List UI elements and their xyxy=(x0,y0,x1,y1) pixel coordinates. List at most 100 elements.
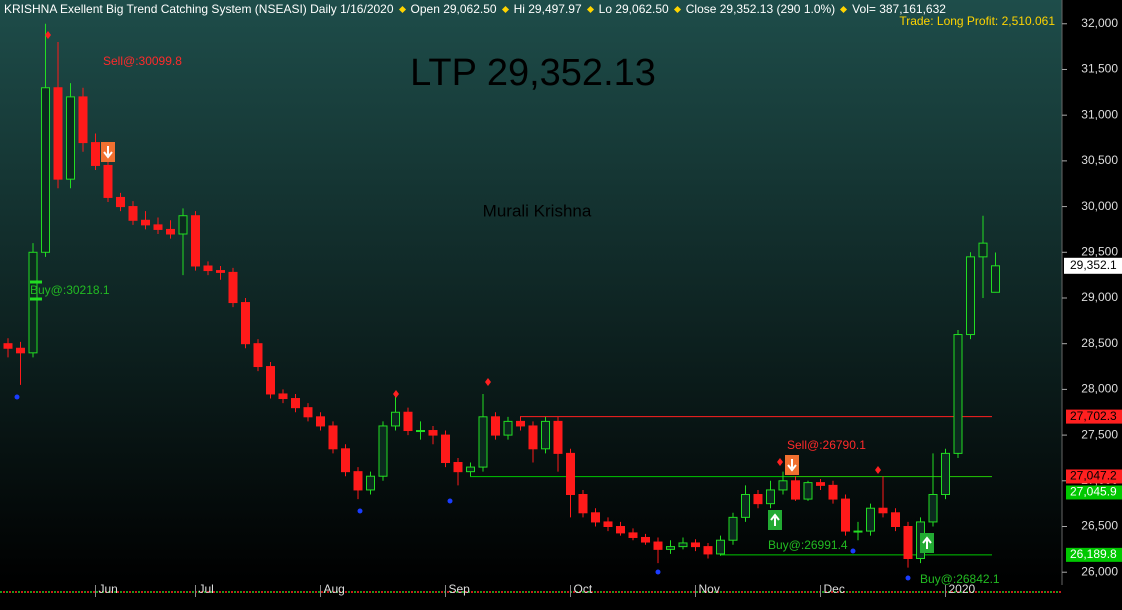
level-label: 27,702.3 xyxy=(1070,409,1117,423)
candle-body xyxy=(116,196,125,208)
separator xyxy=(501,5,509,13)
candle-body xyxy=(266,366,275,395)
candle-body xyxy=(978,242,988,258)
candle-body xyxy=(91,142,100,166)
candle-body xyxy=(853,530,863,533)
candle-body xyxy=(141,219,150,226)
header-item: Close 29,352.13 (290 1.0%) xyxy=(685,2,836,16)
candle-body xyxy=(878,507,888,514)
candle-body xyxy=(503,420,513,436)
level-label: 27,045.9 xyxy=(1070,485,1117,499)
candle-body xyxy=(616,526,625,534)
candle-body xyxy=(416,430,425,433)
candle-body xyxy=(928,494,938,523)
candle-body xyxy=(691,542,700,548)
separator xyxy=(398,5,406,13)
candle-body xyxy=(341,448,350,473)
candle-body xyxy=(491,416,500,436)
separator xyxy=(586,5,594,13)
candle-body xyxy=(903,526,913,559)
candle-body xyxy=(153,224,163,230)
candle-body xyxy=(178,215,188,235)
level-label-box xyxy=(1066,485,1122,500)
candle-body xyxy=(228,271,238,304)
candle-body xyxy=(528,425,538,450)
author-watermark: Murali Krishna xyxy=(483,201,592,220)
candle-body xyxy=(703,546,713,555)
y-tick-label: 27,500 xyxy=(1081,427,1118,441)
candle-body xyxy=(353,471,363,491)
candle-body xyxy=(653,541,663,550)
candle-body xyxy=(391,411,400,427)
y-tick-label: 31,000 xyxy=(1081,107,1118,121)
candle-body xyxy=(728,516,738,541)
y-tick-label: 28,000 xyxy=(1081,382,1118,396)
header-item: Open 29,062.50 xyxy=(410,2,497,16)
candle-body xyxy=(541,420,550,450)
y-tick-label: 29,500 xyxy=(1081,244,1118,258)
candle-body xyxy=(628,532,638,538)
candle-body xyxy=(16,347,25,354)
x-tick-label: Oct xyxy=(574,582,593,596)
candle-body xyxy=(428,430,438,436)
x-tick-label: 2020 xyxy=(949,582,976,596)
candle-body xyxy=(128,206,138,221)
candle-body xyxy=(678,542,688,548)
candle-body xyxy=(303,407,313,418)
y-tick-label: 28,500 xyxy=(1081,336,1118,350)
candle-body xyxy=(216,270,225,273)
level-label-box xyxy=(1066,469,1122,484)
header-item: KRISHNA Exellent Big Trend Catching Syst… xyxy=(4,2,394,16)
separator xyxy=(673,5,681,13)
last-price-label: 29,352.1 xyxy=(1070,258,1117,272)
candle-body xyxy=(516,420,525,427)
x-tick-label: Nov xyxy=(699,582,720,596)
ltp-watermark: LTP 29,352.13 xyxy=(410,52,656,94)
y-tick-label: 31,500 xyxy=(1081,62,1118,76)
candle-body xyxy=(103,164,113,198)
candle-body xyxy=(66,96,75,180)
candle-body xyxy=(553,420,563,454)
candle-body xyxy=(566,452,575,496)
signal-annotation: Sell@:30099.8 xyxy=(103,54,182,68)
candle-body xyxy=(466,466,475,473)
candle-body xyxy=(803,482,813,500)
candle-body xyxy=(328,425,338,450)
candle-body xyxy=(441,434,450,464)
candle-body xyxy=(816,482,825,486)
candle-body xyxy=(478,416,488,468)
y-tick-label: 29,000 xyxy=(1081,290,1118,304)
candle-body xyxy=(603,521,613,527)
candle-body xyxy=(741,494,750,518)
level-label: 27,047.2 xyxy=(1070,469,1117,483)
trade-profit: Trade: Long Profit: 2,510.061 xyxy=(899,14,1055,28)
x-tick-label: Aug xyxy=(324,582,345,596)
candle-body xyxy=(78,96,88,144)
last-price-box xyxy=(1064,257,1122,274)
candle-body xyxy=(3,343,13,349)
y-tick-label: 30,000 xyxy=(1081,199,1118,213)
level-label: 26,189.8 xyxy=(1070,547,1117,561)
candle-body xyxy=(278,393,288,400)
candle-body xyxy=(828,484,838,500)
y-tick-label: 26,000 xyxy=(1081,564,1118,578)
candle-body xyxy=(291,398,300,409)
signal-annotation: Buy@:26842.1 xyxy=(920,572,1000,586)
candle-body xyxy=(666,546,675,550)
level-label-box xyxy=(1066,547,1122,562)
candle-body xyxy=(753,494,763,505)
y-tick-label: 26,500 xyxy=(1081,519,1118,533)
candle-body xyxy=(941,452,950,496)
header-item: Hi 29,497.97 xyxy=(513,2,582,16)
plot-background xyxy=(0,0,1062,585)
signal-annotation: Sell@:26790.1 xyxy=(787,438,866,452)
candle-body xyxy=(241,302,250,345)
x-tick-label: Dec xyxy=(824,582,845,596)
candle-body xyxy=(378,425,388,477)
candle-body xyxy=(778,480,788,491)
candle-body xyxy=(966,256,975,336)
x-tick-label: Jul xyxy=(199,582,214,596)
candle-body xyxy=(316,416,325,427)
